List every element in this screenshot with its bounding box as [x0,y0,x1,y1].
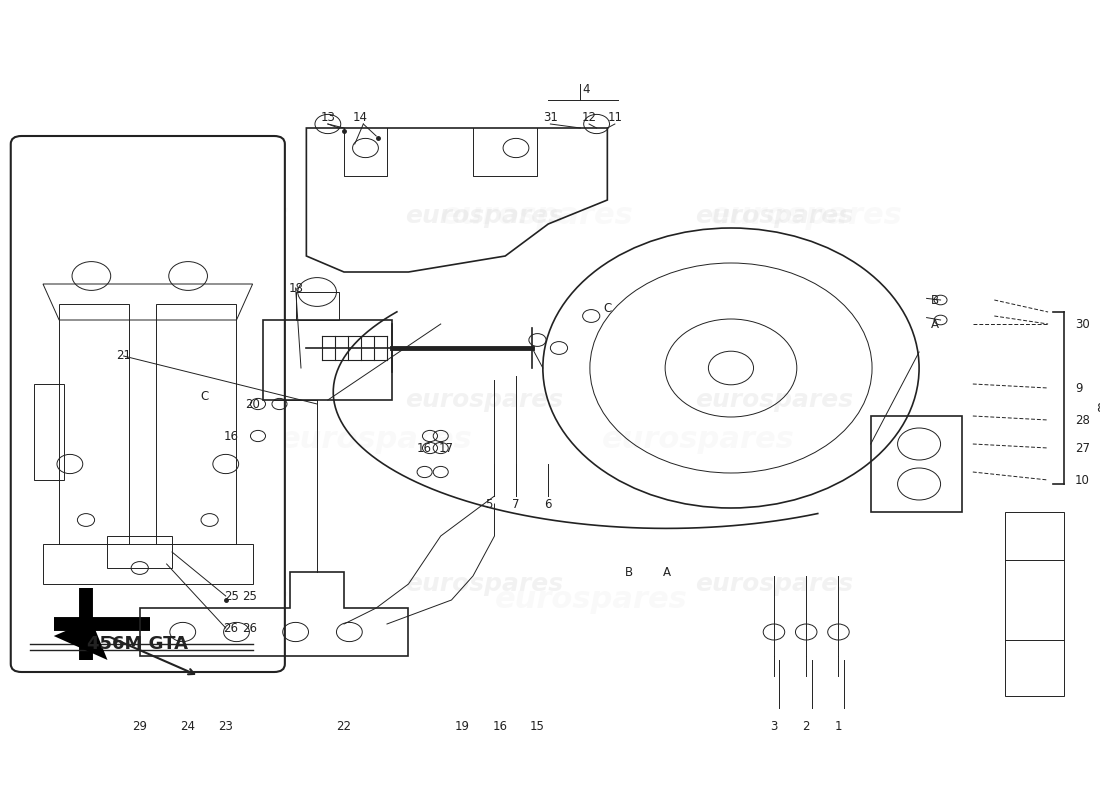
Text: eurospares: eurospares [97,202,290,230]
Polygon shape [54,620,108,660]
Text: 18: 18 [288,282,302,294]
FancyBboxPatch shape [11,136,285,672]
Text: 456M GTA: 456M GTA [87,635,188,653]
Text: eurospares: eurospares [279,426,473,454]
Text: 13: 13 [320,111,336,124]
Text: 11: 11 [607,111,623,124]
Text: 7: 7 [513,498,519,510]
Text: eurospares: eurospares [603,426,795,454]
Text: 9: 9 [1075,382,1082,394]
Text: 3: 3 [770,720,778,733]
Text: 26: 26 [242,622,257,634]
Text: 28: 28 [1075,414,1090,426]
Text: 29: 29 [132,720,147,733]
Text: eurospares: eurospares [82,388,240,412]
Text: eurospares: eurospares [695,388,852,412]
Text: A: A [662,566,671,578]
Text: 16: 16 [223,430,239,442]
Text: 12: 12 [582,111,596,124]
Text: eurospares: eurospares [441,202,634,230]
Text: eurospares: eurospares [495,586,688,614]
Text: B: B [931,294,939,306]
Text: 1: 1 [835,720,843,733]
Text: eurospares: eurospares [405,204,563,228]
Text: 2: 2 [803,720,810,733]
Text: C: C [603,302,612,314]
Text: eurospares: eurospares [82,204,240,228]
Text: 31: 31 [543,111,558,124]
Text: B: B [625,566,632,578]
Text: eurospares: eurospares [695,572,852,596]
Text: eurospares: eurospares [710,202,903,230]
Text: 8: 8 [1097,402,1100,414]
Text: C: C [200,390,208,402]
Text: 17: 17 [439,442,453,454]
Text: 27: 27 [1075,442,1090,454]
Text: A: A [932,318,939,330]
Text: 16: 16 [493,720,507,733]
Text: 26: 26 [223,622,239,634]
Text: eurospares: eurospares [695,204,852,228]
Text: eurospares: eurospares [97,586,290,614]
Text: 24: 24 [180,720,196,733]
Text: 6: 6 [544,498,552,510]
Text: 25: 25 [223,590,239,602]
Text: 10: 10 [1075,474,1090,486]
Text: 15: 15 [530,720,544,733]
Text: 30: 30 [1075,318,1090,330]
Text: 19: 19 [454,720,470,733]
Text: 21: 21 [117,350,131,362]
Text: eurospares: eurospares [405,572,563,596]
Text: 25: 25 [242,590,256,602]
Text: eurospares: eurospares [405,388,563,412]
Text: 5: 5 [485,498,493,510]
Text: 22: 22 [337,720,352,733]
Text: 20: 20 [245,398,260,410]
Text: 4: 4 [582,83,590,96]
Text: eurospares: eurospares [82,572,240,596]
Text: 16: 16 [417,442,432,454]
Text: 14: 14 [353,111,367,124]
Text: 23: 23 [218,720,233,733]
